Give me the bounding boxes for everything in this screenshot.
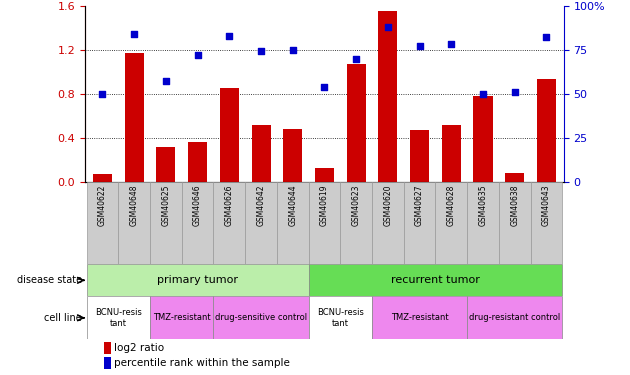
Text: cell line: cell line <box>44 313 82 323</box>
Bar <box>309 182 340 264</box>
Text: GSM40625: GSM40625 <box>161 184 170 226</box>
Bar <box>220 88 239 182</box>
Bar <box>379 11 398 182</box>
Point <box>541 34 551 40</box>
Text: GSM40644: GSM40644 <box>289 184 297 226</box>
Text: GSM40619: GSM40619 <box>320 184 329 226</box>
Point <box>510 89 520 95</box>
Text: percentile rank within the sample: percentile rank within the sample <box>114 358 290 368</box>
Text: log2 ratio: log2 ratio <box>114 343 164 352</box>
Bar <box>467 182 499 264</box>
Bar <box>346 64 365 182</box>
Bar <box>315 168 334 182</box>
Text: GSM40626: GSM40626 <box>225 184 234 226</box>
Bar <box>284 129 302 182</box>
Bar <box>150 296 214 339</box>
Bar <box>442 124 461 182</box>
Point <box>478 91 488 97</box>
Bar <box>93 174 112 182</box>
Bar <box>499 182 530 264</box>
Text: GSM40638: GSM40638 <box>510 184 519 226</box>
Bar <box>125 53 144 182</box>
Point <box>415 43 425 49</box>
Bar <box>245 182 277 264</box>
Text: GSM40623: GSM40623 <box>352 184 360 226</box>
Bar <box>474 96 493 182</box>
Text: BCNU-resis
tant: BCNU-resis tant <box>95 308 142 327</box>
Bar <box>87 296 150 339</box>
Point <box>161 78 171 84</box>
Point <box>351 56 361 62</box>
Text: primary tumor: primary tumor <box>157 275 238 285</box>
Text: GSM40635: GSM40635 <box>479 184 488 226</box>
Text: GSM40620: GSM40620 <box>384 184 392 226</box>
Text: TMZ-resistant: TMZ-resistant <box>153 314 210 322</box>
Text: GSM40627: GSM40627 <box>415 184 424 226</box>
Point <box>129 31 139 37</box>
Bar <box>118 182 150 264</box>
Text: drug-sensitive control: drug-sensitive control <box>215 314 307 322</box>
Text: GSM40648: GSM40648 <box>130 184 139 226</box>
Text: GSM40642: GSM40642 <box>256 184 265 226</box>
Point <box>446 41 456 47</box>
Text: GSM40622: GSM40622 <box>98 184 107 226</box>
Text: GSM40646: GSM40646 <box>193 184 202 226</box>
Point <box>224 33 234 39</box>
Bar <box>309 296 372 339</box>
Bar <box>104 357 112 369</box>
Bar <box>214 296 309 339</box>
Point <box>98 91 108 97</box>
Text: recurrent tumor: recurrent tumor <box>391 275 480 285</box>
Bar <box>537 80 556 182</box>
Bar <box>435 182 467 264</box>
Point <box>193 52 203 58</box>
Bar <box>251 124 270 182</box>
Point <box>383 24 393 30</box>
Point <box>288 47 298 53</box>
Bar <box>404 182 435 264</box>
Text: TMZ-resistant: TMZ-resistant <box>391 314 449 322</box>
Bar <box>104 342 112 354</box>
Bar <box>188 142 207 182</box>
Bar <box>309 264 562 296</box>
Text: drug-resistant control: drug-resistant control <box>469 314 560 322</box>
Bar <box>530 182 562 264</box>
Point <box>319 84 329 90</box>
Bar <box>505 173 524 182</box>
Bar <box>182 182 214 264</box>
Point <box>256 48 266 54</box>
Text: BCNU-resis
tant: BCNU-resis tant <box>317 308 364 327</box>
Text: GSM40643: GSM40643 <box>542 184 551 226</box>
Bar <box>87 182 118 264</box>
Bar <box>467 296 562 339</box>
Bar <box>410 130 429 182</box>
Bar <box>87 264 309 296</box>
Bar <box>214 182 245 264</box>
Bar <box>156 147 175 182</box>
Bar <box>340 182 372 264</box>
Text: GSM40628: GSM40628 <box>447 184 455 226</box>
Bar <box>372 296 467 339</box>
Bar <box>150 182 182 264</box>
Bar <box>277 182 309 264</box>
Bar <box>372 182 404 264</box>
Text: disease state: disease state <box>17 275 82 285</box>
